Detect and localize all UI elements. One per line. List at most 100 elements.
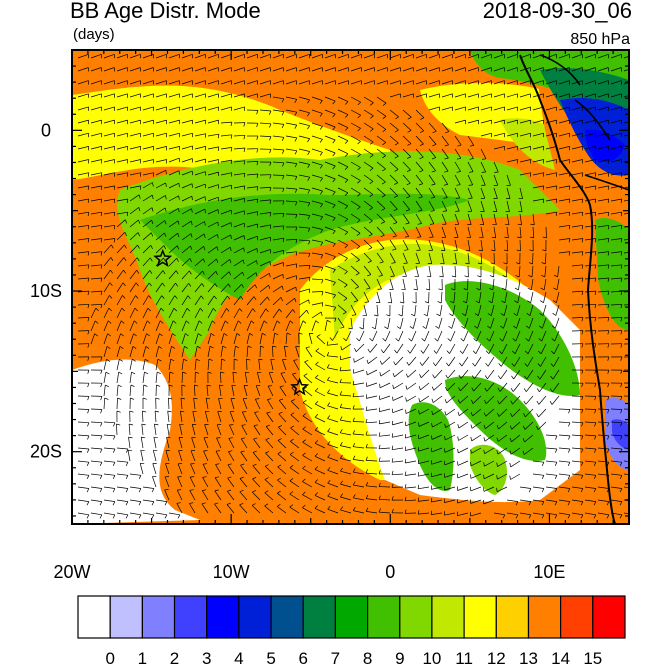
- wind-barb-flag: [620, 198, 623, 204]
- wind-barb-flag: [100, 225, 103, 230]
- wind-barb-flag: [541, 514, 545, 519]
- wind-barb: [444, 486, 456, 491]
- wind-barb-flag: [329, 337, 333, 341]
- wind-barb-flag: [314, 401, 319, 405]
- wind-barb: [354, 356, 365, 363]
- wind-barb: [428, 122, 437, 132]
- wind-barb: [514, 356, 521, 367]
- wind-barb-flag: [302, 426, 307, 430]
- wind-barb-flag: [542, 172, 545, 177]
- wind-barb: [181, 183, 193, 189]
- wind-barb: [298, 320, 304, 332]
- wind-barb: [415, 109, 425, 118]
- wind-barb-flag: [594, 317, 597, 322]
- wind-barb-flag: [87, 277, 90, 282]
- colorbar-label: 3: [202, 649, 211, 667]
- wind-barb: [518, 278, 521, 290]
- wind-barb-flag: [314, 466, 319, 470]
- wind-barb-flag: [384, 326, 388, 330]
- wind-barb-flag: [537, 375, 541, 380]
- wind-barb-flag: [162, 270, 166, 275]
- wind-barb: [478, 291, 482, 303]
- wind-barb-flag: [240, 450, 245, 453]
- wind-barb: [77, 132, 89, 137]
- wind-barb: [470, 486, 482, 492]
- wind-barb: [207, 196, 219, 202]
- wind-barb: [510, 447, 521, 455]
- wind-barb: [441, 239, 446, 251]
- wind-barb-flag: [419, 143, 424, 147]
- wind-barb-flag: [161, 295, 165, 299]
- wind-barb-flag: [289, 478, 294, 482]
- wind-barb-flag: [523, 388, 527, 392]
- wind-barb: [532, 159, 544, 163]
- wind-barb-flag: [339, 378, 342, 383]
- wind-barb-flag: [510, 388, 514, 392]
- wind-barb-flag: [203, 233, 206, 238]
- wind-barb: [367, 356, 378, 364]
- wind-barb-flag: [515, 501, 519, 506]
- wind-barb-flag: [295, 263, 298, 268]
- wind-barb: [376, 226, 385, 236]
- wind-barb: [142, 346, 147, 358]
- wind-barb: [191, 437, 196, 449]
- wind-barb: [227, 464, 235, 475]
- wind-barb-flag: [315, 374, 319, 379]
- wind-barb-flag: [264, 477, 269, 480]
- wind-barb: [233, 222, 245, 228]
- wind-barb-flag: [344, 284, 348, 288]
- wind-barb-flag: [365, 507, 369, 512]
- wind-barb: [532, 226, 535, 239]
- wind-barb-flag: [294, 99, 298, 103]
- wind-barb-flag: [281, 137, 285, 142]
- wind-barb-flag: [126, 198, 129, 204]
- wind-barb-flag: [100, 422, 103, 427]
- wind-barb-flag: [344, 140, 349, 144]
- wind-barb-flag: [581, 409, 584, 414]
- wind-barb-flag: [208, 358, 213, 361]
- wind-barb: [530, 278, 534, 290]
- wind-barb-flag: [230, 147, 233, 152]
- wind-barb-flag: [332, 113, 336, 118]
- wind-barb: [584, 277, 596, 280]
- wind-barb: [103, 172, 115, 176]
- wind-barb-flag: [250, 320, 255, 324]
- wind-barb: [445, 421, 456, 428]
- wind-barb-flag: [138, 501, 142, 506]
- wind-barb: [363, 278, 371, 289]
- wind-barb: [302, 402, 313, 410]
- wind-barb-flag: [392, 248, 397, 251]
- wind-barb: [259, 261, 271, 267]
- wind-barb-flag: [468, 184, 473, 186]
- wind-barb: [272, 308, 280, 319]
- wind-barb-flag: [130, 384, 135, 387]
- wind-barb: [181, 270, 190, 280]
- wind-barb-flag: [431, 398, 434, 403]
- wind-barb: [298, 135, 310, 139]
- wind-barb-flag: [282, 238, 285, 243]
- wind-barb: [506, 80, 518, 85]
- wind-barb: [253, 425, 261, 436]
- wind-barb-flag: [332, 152, 336, 157]
- wind-barb: [337, 109, 349, 115]
- wind-barb: [129, 53, 141, 59]
- wind-barb: [485, 408, 495, 417]
- wind-barb-flag: [594, 422, 597, 427]
- wind-barb: [444, 512, 456, 516]
- wind-barb: [454, 67, 466, 72]
- wind-barb: [500, 356, 508, 367]
- wind-barb-flag: [457, 436, 459, 441]
- wind-barb: [428, 278, 431, 291]
- wind-barb-flag: [168, 397, 173, 400]
- wind-barb-flag: [365, 431, 368, 436]
- wind-barb: [379, 421, 391, 425]
- wind-barb-flag: [125, 488, 129, 493]
- wind-barb-flag: [606, 448, 610, 453]
- wind-barb: [311, 265, 323, 268]
- wind-barb: [181, 283, 189, 293]
- wind-barb-flag: [112, 514, 116, 519]
- wind-barb-flag: [165, 195, 167, 200]
- wind-barb: [285, 286, 297, 293]
- wind-barb-flag: [113, 238, 116, 243]
- wind-barb: [103, 238, 115, 241]
